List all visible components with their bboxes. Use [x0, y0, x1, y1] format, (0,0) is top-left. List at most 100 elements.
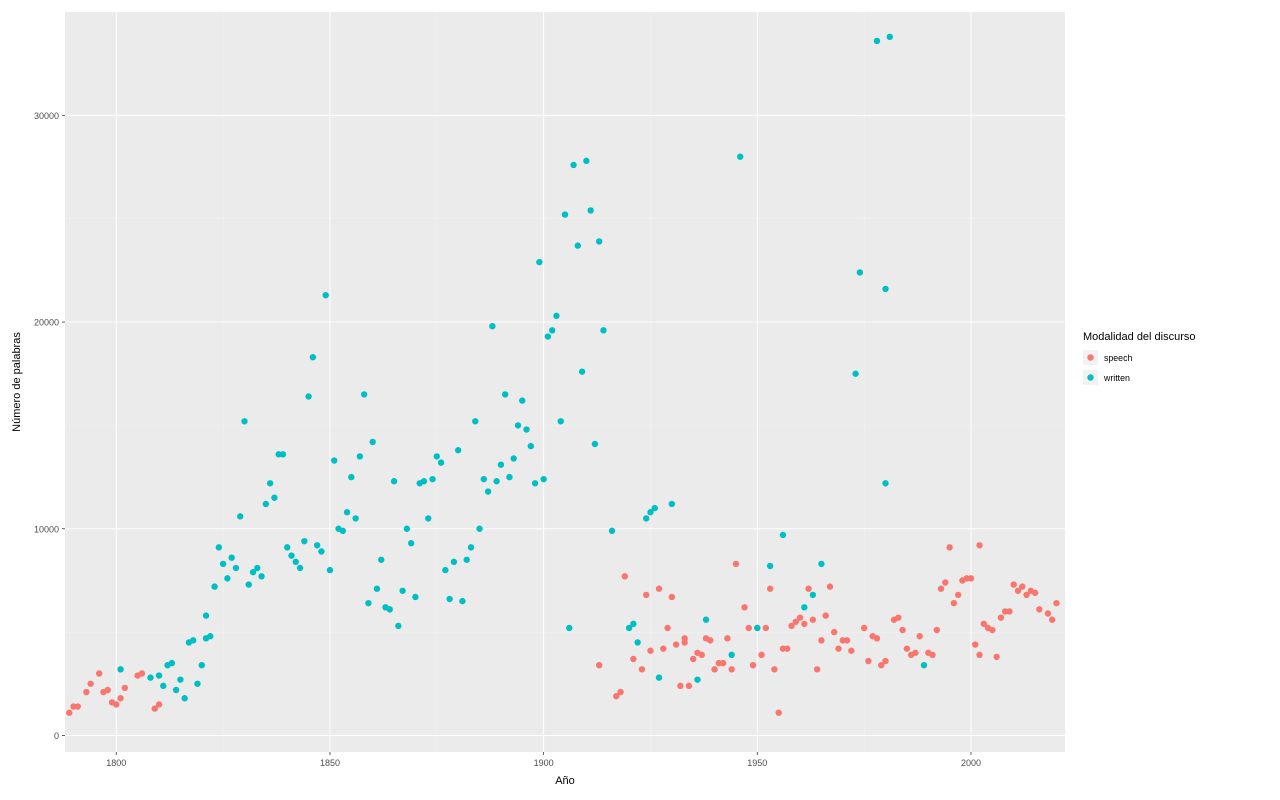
data-point: [451, 559, 457, 565]
data-point: [681, 639, 687, 645]
data-point: [968, 575, 974, 581]
data-point: [955, 592, 961, 598]
data-point: [622, 573, 628, 579]
data-point: [284, 544, 290, 550]
data-point: [468, 544, 474, 550]
plot-panel: [65, 12, 1065, 752]
data-point: [502, 391, 508, 397]
data-point: [771, 666, 777, 672]
data-point: [442, 567, 448, 573]
data-point: [464, 557, 470, 563]
data-point: [720, 660, 726, 666]
legend-title: Modalidad del discurso: [1083, 331, 1196, 343]
x-tick-label: 1900: [534, 758, 554, 768]
data-point: [998, 614, 1004, 620]
data-point: [805, 586, 811, 592]
data-point: [1011, 581, 1017, 587]
data-point: [938, 586, 944, 592]
legend-key-dot: [1087, 354, 1093, 360]
data-point: [387, 606, 393, 612]
data-point: [160, 683, 166, 689]
y-tick-label: 0: [54, 731, 59, 741]
data-point: [609, 528, 615, 534]
data-point: [113, 701, 119, 707]
data-point: [763, 625, 769, 631]
data-point: [750, 662, 756, 668]
data-point: [852, 371, 858, 377]
data-point: [361, 391, 367, 397]
data-point: [528, 443, 534, 449]
data-point: [921, 662, 927, 668]
y-axis-title: Número de palabras: [11, 332, 23, 432]
data-point: [438, 459, 444, 465]
data-point: [767, 586, 773, 592]
data-point: [365, 600, 371, 606]
legend: Modalidad del discursospeechwritten: [1083, 331, 1196, 385]
data-point: [596, 662, 602, 668]
y-tick-label: 30000: [34, 111, 59, 121]
data-point: [810, 592, 816, 598]
data-point: [1036, 606, 1042, 612]
data-point: [549, 327, 555, 333]
data-point: [951, 600, 957, 606]
data-point: [570, 162, 576, 168]
data-point: [318, 548, 324, 554]
data-point: [942, 579, 948, 585]
data-point: [532, 480, 538, 486]
data-point: [216, 544, 222, 550]
data-point: [293, 559, 299, 565]
data-point: [258, 573, 264, 579]
data-point: [156, 701, 162, 707]
data-point: [369, 439, 375, 445]
y-tick-label: 20000: [34, 318, 59, 328]
data-point: [117, 666, 123, 672]
data-point: [861, 625, 867, 631]
data-point: [707, 637, 713, 643]
data-point: [96, 670, 102, 676]
data-point: [775, 710, 781, 716]
x-tick-label: 1950: [747, 758, 767, 768]
data-point: [254, 565, 260, 571]
data-point: [241, 418, 247, 424]
data-point: [929, 652, 935, 658]
data-point: [322, 292, 328, 298]
data-point: [972, 641, 978, 647]
data-point: [656, 674, 662, 680]
data-point: [348, 474, 354, 480]
data-point: [352, 515, 358, 521]
data-point: [199, 662, 205, 668]
data-point: [946, 544, 952, 550]
data-point: [310, 354, 316, 360]
data-point: [1053, 600, 1059, 606]
data-point: [224, 575, 230, 581]
data-point: [664, 625, 670, 631]
data-point: [660, 645, 666, 651]
data-point: [617, 689, 623, 695]
data-point: [694, 676, 700, 682]
data-point: [895, 614, 901, 620]
data-point: [246, 581, 252, 587]
data-point: [340, 528, 346, 534]
data-point: [117, 695, 123, 701]
data-point: [639, 666, 645, 672]
legend-label: written: [1103, 373, 1130, 383]
data-point: [993, 654, 999, 660]
data-point: [634, 639, 640, 645]
data-point: [498, 461, 504, 467]
data-point: [831, 629, 837, 635]
x-tick-label: 2000: [961, 758, 981, 768]
data-point: [545, 333, 551, 339]
scatter-chart: 18001850190019502000Año0100002000030000N…: [0, 0, 1280, 800]
data-point: [147, 674, 153, 680]
data-point: [652, 505, 658, 511]
data-point: [83, 689, 89, 695]
data-point: [66, 710, 72, 716]
data-point: [271, 495, 277, 501]
data-point: [412, 594, 418, 600]
data-point: [600, 327, 606, 333]
data-point: [374, 586, 380, 592]
data-point: [481, 476, 487, 482]
data-point: [297, 565, 303, 571]
data-point: [874, 635, 880, 641]
data-point: [399, 588, 405, 594]
